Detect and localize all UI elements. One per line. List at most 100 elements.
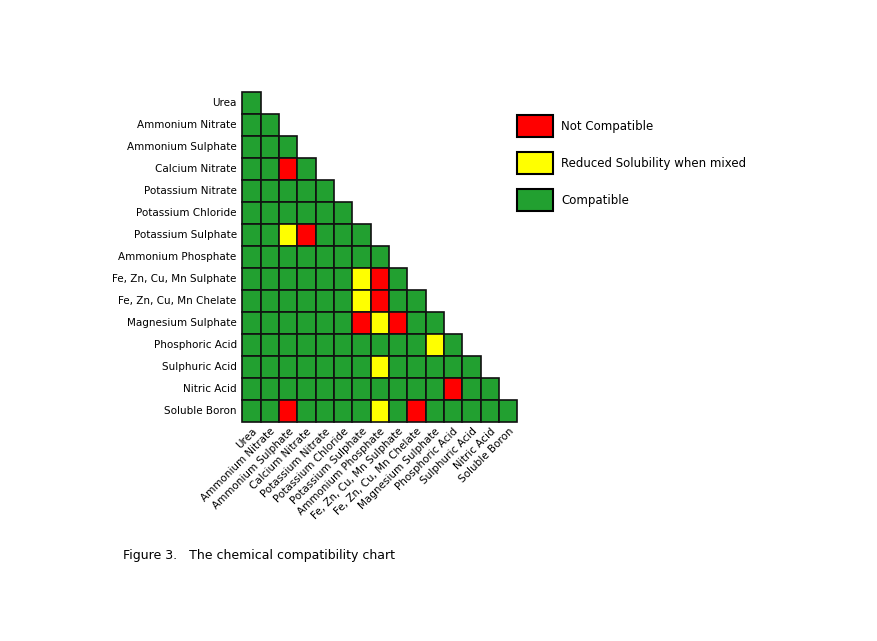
Text: Ammonium Phosphate: Ammonium Phosphate <box>118 252 237 262</box>
Bar <box>279 224 297 246</box>
Bar <box>371 268 389 290</box>
Bar <box>242 290 260 312</box>
Bar <box>444 401 462 422</box>
Text: Ammonium Sulphate: Ammonium Sulphate <box>127 142 237 152</box>
Bar <box>242 136 260 158</box>
Bar <box>462 378 481 401</box>
Bar <box>316 378 334 401</box>
Text: Fe, Zn, Cu, Mn Chelate: Fe, Zn, Cu, Mn Chelate <box>118 296 237 306</box>
Bar <box>371 378 389 401</box>
Bar <box>481 401 499 422</box>
Bar <box>371 246 389 268</box>
Text: Fe, Zn, Cu, Mn Sulphate: Fe, Zn, Cu, Mn Sulphate <box>112 274 237 284</box>
Bar <box>242 401 260 422</box>
Bar <box>353 224 371 246</box>
Text: Reduced Solubility when mixed: Reduced Solubility when mixed <box>561 157 746 170</box>
Bar <box>316 401 334 422</box>
Text: Ammonium Nitrate: Ammonium Nitrate <box>199 426 277 504</box>
Bar <box>297 202 316 224</box>
Text: Potassium Chloride: Potassium Chloride <box>272 426 350 504</box>
Bar <box>260 180 279 202</box>
Bar <box>407 290 425 312</box>
Bar <box>297 334 316 356</box>
Bar <box>242 158 260 180</box>
Bar <box>389 401 407 422</box>
Bar <box>353 246 371 268</box>
Text: Potassium Nitrate: Potassium Nitrate <box>144 186 237 196</box>
Bar <box>444 378 462 401</box>
Bar <box>517 189 553 212</box>
Text: Urea: Urea <box>234 426 259 451</box>
Bar <box>425 401 444 422</box>
Text: Soluble Boron: Soluble Boron <box>457 426 516 485</box>
Bar <box>353 356 371 378</box>
Bar <box>371 312 389 334</box>
Bar <box>425 356 444 378</box>
Bar <box>260 268 279 290</box>
Text: Nitric Acid: Nitric Acid <box>452 426 497 471</box>
Bar <box>316 202 334 224</box>
Bar <box>242 180 260 202</box>
Bar <box>297 378 316 401</box>
Bar <box>260 378 279 401</box>
Bar <box>353 312 371 334</box>
Bar <box>334 378 353 401</box>
Bar <box>353 378 371 401</box>
Bar <box>242 92 260 113</box>
Bar <box>425 378 444 401</box>
Bar <box>316 246 334 268</box>
Bar <box>462 356 481 378</box>
Bar <box>444 334 462 356</box>
Bar <box>242 312 260 334</box>
Text: Potassium Chloride: Potassium Chloride <box>136 208 237 218</box>
Text: Calcium Nitrate: Calcium Nitrate <box>249 426 313 491</box>
Text: Figure 3.   The chemical compatibility chart: Figure 3. The chemical compatibility cha… <box>123 549 396 562</box>
Bar <box>316 180 334 202</box>
Bar <box>279 246 297 268</box>
Bar <box>389 312 407 334</box>
Bar <box>517 115 553 137</box>
Bar <box>279 356 297 378</box>
Bar <box>279 202 297 224</box>
Bar <box>279 378 297 401</box>
Bar <box>297 401 316 422</box>
Bar <box>260 158 279 180</box>
Bar <box>260 224 279 246</box>
Bar <box>371 334 389 356</box>
Bar <box>425 312 444 334</box>
Bar <box>279 312 297 334</box>
Bar <box>353 268 371 290</box>
Text: Sulphuric Acid: Sulphuric Acid <box>162 362 237 372</box>
Bar <box>334 290 353 312</box>
Text: Fe, Zn, Cu, Mn Chelate: Fe, Zn, Cu, Mn Chelate <box>333 426 424 517</box>
Bar <box>462 401 481 422</box>
Bar <box>260 401 279 422</box>
Bar <box>371 356 389 378</box>
Text: Phosphoric Acid: Phosphoric Acid <box>395 426 460 492</box>
Bar <box>517 152 553 174</box>
Text: Ammonium Sulphate: Ammonium Sulphate <box>210 426 296 511</box>
Bar <box>242 246 260 268</box>
Bar <box>242 268 260 290</box>
Bar <box>242 224 260 246</box>
Bar <box>297 268 316 290</box>
Bar <box>260 113 279 136</box>
Bar <box>242 378 260 401</box>
Text: Fe, Zn, Cu, Mn Sulphate: Fe, Zn, Cu, Mn Sulphate <box>310 426 405 521</box>
Bar <box>260 356 279 378</box>
Bar <box>297 290 316 312</box>
Bar <box>316 268 334 290</box>
Bar <box>334 356 353 378</box>
Bar <box>425 334 444 356</box>
Bar <box>297 224 316 246</box>
Bar <box>444 356 462 378</box>
Bar <box>242 113 260 136</box>
Text: Sulphuric Acid: Sulphuric Acid <box>418 426 479 487</box>
Bar <box>334 312 353 334</box>
Bar <box>279 158 297 180</box>
Bar <box>334 202 353 224</box>
Bar <box>407 401 425 422</box>
Bar <box>297 312 316 334</box>
Bar <box>407 334 425 356</box>
Bar <box>353 334 371 356</box>
